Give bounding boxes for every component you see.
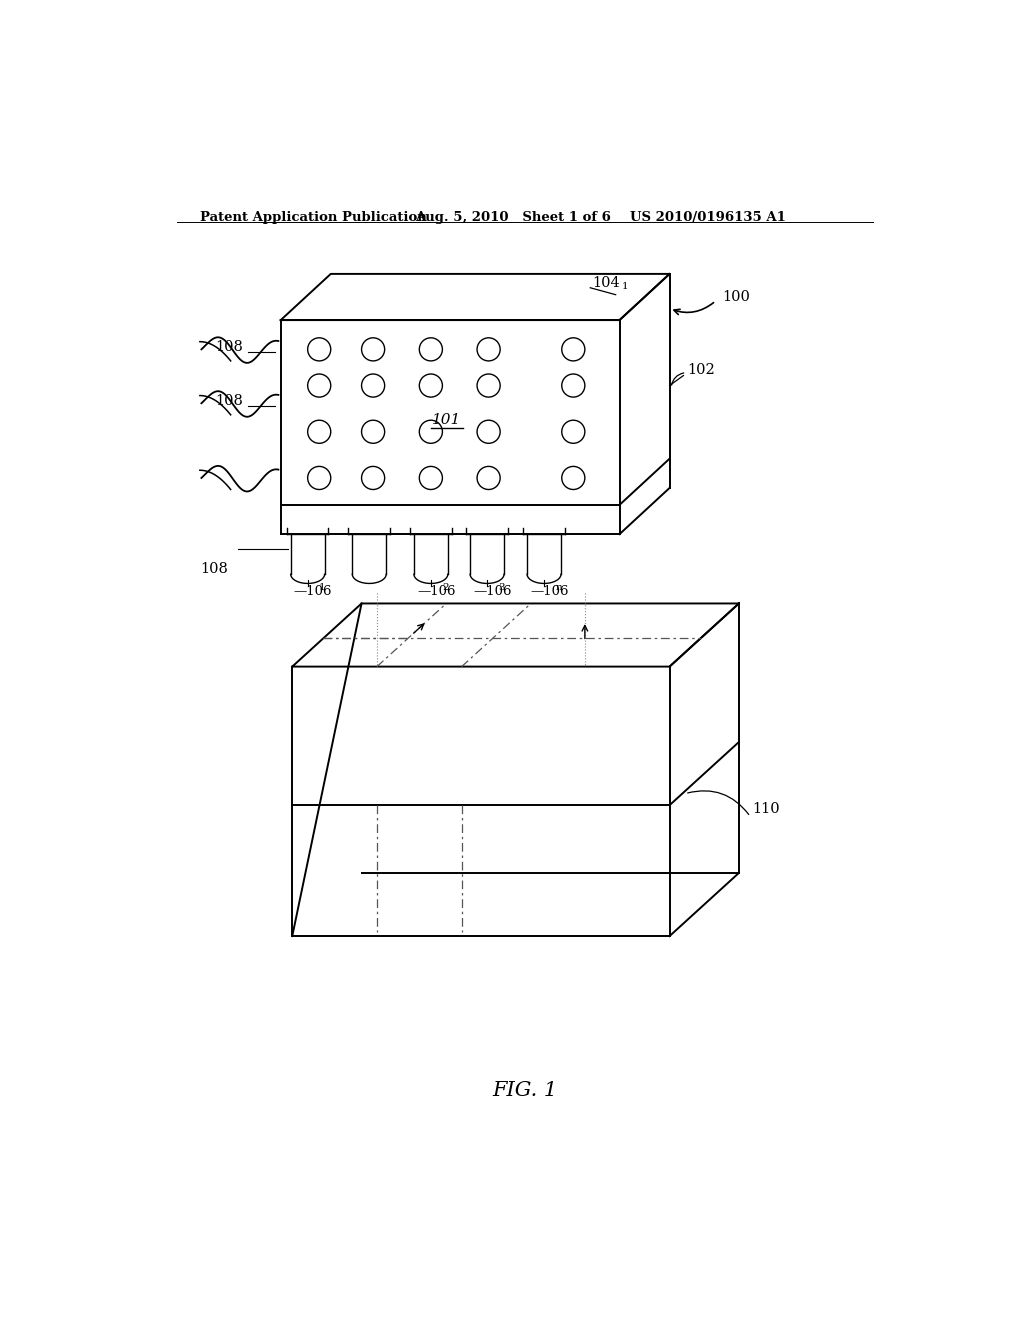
Text: FIG. 1: FIG. 1 — [493, 1081, 557, 1100]
Text: 3: 3 — [499, 583, 505, 591]
Text: 110: 110 — [753, 803, 780, 816]
Text: 100: 100 — [722, 290, 750, 304]
Text: 104: 104 — [593, 276, 621, 290]
Text: n: n — [556, 583, 562, 591]
Text: 108: 108 — [200, 562, 227, 576]
Text: 102: 102 — [687, 363, 715, 378]
Text: —106: —106 — [417, 585, 456, 598]
Text: —106: —106 — [473, 585, 512, 598]
Text: 101: 101 — [432, 413, 461, 428]
Text: —106: —106 — [294, 585, 333, 598]
Text: Aug. 5, 2010   Sheet 1 of 6: Aug. 5, 2010 Sheet 1 of 6 — [416, 211, 611, 224]
Text: Patent Application Publication: Patent Application Publication — [200, 211, 427, 224]
Text: 1: 1 — [319, 583, 326, 591]
Text: 1: 1 — [622, 282, 629, 292]
Text: 108: 108 — [215, 393, 243, 408]
Text: —106: —106 — [530, 585, 568, 598]
Text: 2: 2 — [442, 583, 450, 591]
Text: 108: 108 — [215, 341, 243, 354]
Text: US 2010/0196135 A1: US 2010/0196135 A1 — [630, 211, 785, 224]
